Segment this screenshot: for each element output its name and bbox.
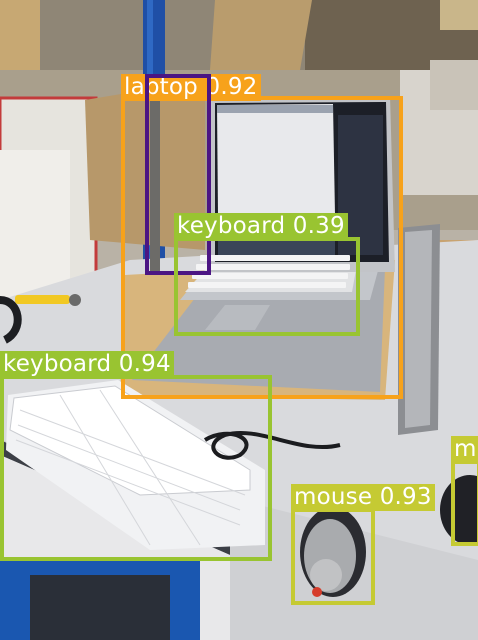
mouse-detection-label: mouse 0.93 <box>291 484 435 511</box>
mouse-detection-box <box>291 508 375 605</box>
keyboard-laptop-detection-box <box>174 237 360 336</box>
mouse-edge-detection-box <box>451 460 478 546</box>
mouse-edge-detection-label: m <box>451 436 478 463</box>
keyboard-laptop-detection-label: keyboard 0.39 <box>174 213 348 240</box>
keyboard-main-detection-box <box>0 375 272 561</box>
keyboard-main-detection-label: keyboard 0.94 <box>0 351 174 378</box>
